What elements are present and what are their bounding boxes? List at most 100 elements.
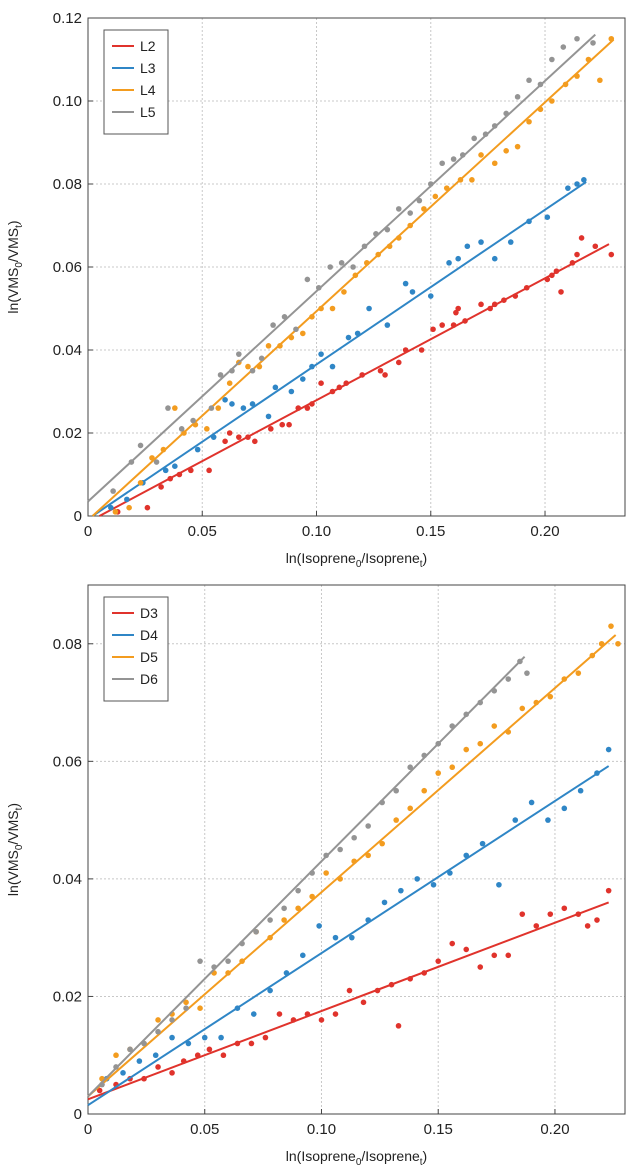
y-tick-label: 0.06 bbox=[53, 259, 82, 276]
data-point-D5 bbox=[379, 840, 385, 847]
data-point-D6 bbox=[169, 1017, 175, 1023]
data-point-L4 bbox=[226, 380, 233, 387]
data-point-L5 bbox=[574, 35, 580, 42]
data-point-L2 bbox=[167, 475, 174, 482]
data-point-D6 bbox=[267, 917, 273, 923]
data-point-D3 bbox=[388, 981, 395, 988]
y-tick-label: 0.02 bbox=[53, 425, 82, 442]
xlabel-part: t bbox=[420, 559, 423, 570]
data-point-L4 bbox=[537, 106, 544, 113]
data-point-L2 bbox=[558, 289, 564, 295]
data-point-D6 bbox=[449, 723, 456, 729]
data-point-L5 bbox=[395, 206, 402, 212]
data-point-L4 bbox=[562, 81, 569, 88]
ylabel-part: 0 bbox=[14, 262, 25, 268]
data-point-D4 bbox=[447, 870, 453, 876]
data-point-L4 bbox=[341, 289, 347, 295]
data-point-L4 bbox=[432, 193, 439, 200]
data-point-L2 bbox=[553, 268, 560, 274]
data-point-L2 bbox=[455, 305, 461, 312]
data-point-L3 bbox=[464, 243, 471, 250]
data-point-D3 bbox=[234, 1040, 241, 1047]
data-point-D5 bbox=[267, 934, 273, 941]
data-point-L2 bbox=[176, 471, 183, 478]
data-point-D4 bbox=[398, 887, 404, 894]
x-tick-label: 0.15 bbox=[424, 1121, 453, 1138]
data-point-L4 bbox=[300, 330, 306, 337]
data-point-D4 bbox=[218, 1034, 224, 1041]
data-point-L2 bbox=[245, 434, 251, 440]
data-point-L3 bbox=[581, 177, 587, 183]
data-point-D4 bbox=[381, 899, 388, 906]
data-point-L4 bbox=[469, 177, 475, 183]
data-point-L2 bbox=[592, 243, 599, 250]
data-point-L4 bbox=[160, 446, 167, 453]
data-point-D5 bbox=[225, 970, 231, 976]
data-point-D4 bbox=[185, 1040, 192, 1047]
data-point-D6 bbox=[253, 928, 259, 935]
data-point-D5 bbox=[183, 999, 189, 1006]
data-point-L3 bbox=[124, 496, 130, 503]
data-point-L5 bbox=[361, 243, 368, 250]
legend-label: L4 bbox=[140, 82, 156, 98]
data-point-L5 bbox=[514, 94, 521, 100]
data-point-L5 bbox=[407, 210, 414, 216]
data-point-L3 bbox=[108, 504, 114, 511]
data-point-D5 bbox=[351, 858, 357, 865]
ylabel-part: /VMS bbox=[5, 810, 21, 844]
x-axis-title: ln(Isoprene0/Isoprenet) bbox=[286, 550, 427, 570]
data-point-L2 bbox=[382, 372, 388, 378]
data-point-D6 bbox=[183, 1005, 189, 1011]
data-point-L4 bbox=[457, 177, 464, 183]
data-point-D4 bbox=[496, 881, 502, 888]
data-point-D5 bbox=[491, 723, 498, 729]
data-point-L2 bbox=[608, 251, 615, 258]
legend-label: L5 bbox=[140, 104, 156, 120]
data-point-D4 bbox=[528, 799, 535, 806]
data-point-D6 bbox=[141, 1040, 147, 1047]
data-point-L3 bbox=[249, 401, 256, 407]
data-point-L4 bbox=[597, 77, 603, 84]
data-point-D3 bbox=[155, 1064, 161, 1070]
data-point-L3 bbox=[265, 413, 272, 420]
legend-box bbox=[103, 596, 169, 702]
x-tick-label: 0 bbox=[84, 523, 92, 540]
data-point-D4 bbox=[234, 1005, 241, 1011]
data-point-D6 bbox=[337, 846, 343, 853]
data-point-D3 bbox=[248, 1040, 255, 1047]
x-tick-label: 0.05 bbox=[188, 523, 217, 540]
data-point-L4 bbox=[375, 251, 382, 258]
data-point-L5 bbox=[178, 426, 185, 432]
data-point-L4 bbox=[363, 260, 370, 266]
data-point-L4 bbox=[172, 405, 178, 411]
data-point-D6 bbox=[211, 964, 217, 970]
data-point-D3 bbox=[519, 911, 526, 917]
data-point-L4 bbox=[309, 314, 315, 320]
fit-line-L3 bbox=[92, 181, 587, 517]
series-L3 bbox=[92, 177, 587, 517]
data-point-L5 bbox=[165, 405, 171, 411]
x-tick-label: 0.15 bbox=[416, 523, 445, 540]
data-point-D3 bbox=[304, 1011, 311, 1017]
data-point-L5 bbox=[526, 77, 532, 84]
data-point-D6 bbox=[421, 752, 428, 759]
xlabel-part: ) bbox=[423, 1148, 428, 1164]
data-point-D3 bbox=[346, 987, 353, 994]
data-point-L4 bbox=[549, 98, 555, 104]
series-L5 bbox=[87, 33, 596, 503]
data-point-D6 bbox=[524, 670, 530, 676]
data-point-L3 bbox=[240, 405, 247, 411]
data-point-D4 bbox=[201, 1034, 208, 1041]
data-point-D3 bbox=[605, 887, 612, 894]
data-point-D3 bbox=[262, 1034, 269, 1041]
data-point-D6 bbox=[379, 799, 385, 806]
data-point-D3 bbox=[290, 1017, 297, 1023]
data-point-D5 bbox=[561, 676, 568, 682]
data-point-L3 bbox=[402, 280, 409, 287]
data-point-L4 bbox=[608, 35, 615, 42]
data-point-D3 bbox=[318, 1017, 325, 1023]
ylabel-part: t bbox=[14, 807, 25, 810]
data-point-D6 bbox=[323, 852, 329, 859]
data-point-L3 bbox=[345, 334, 352, 341]
data-point-L4 bbox=[421, 206, 427, 212]
